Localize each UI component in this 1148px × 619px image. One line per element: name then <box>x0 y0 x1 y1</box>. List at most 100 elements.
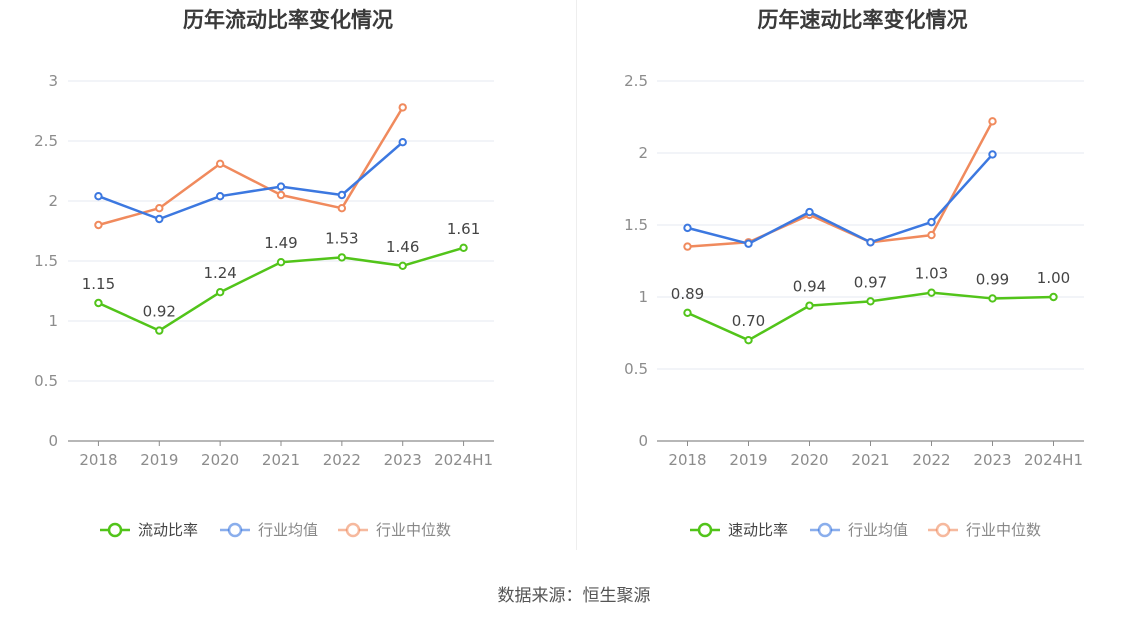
y-tick-label: 1.5 <box>34 252 58 270</box>
y-tick-label: 2.5 <box>624 72 648 90</box>
data-point <box>744 239 753 248</box>
x-tick-label: 2021 <box>262 451 300 469</box>
legend-item: 行业中位数 <box>928 521 1041 539</box>
legend-label: 流动比率 <box>138 521 198 539</box>
data-label: 1.00 <box>1037 269 1070 287</box>
data-point <box>215 288 225 297</box>
data-label: 1.61 <box>447 220 480 238</box>
data-point <box>744 336 753 345</box>
x-tick-label: 2018 <box>668 451 706 469</box>
data-label: 0.89 <box>671 285 704 303</box>
legend-marker <box>697 522 713 538</box>
legend-label: 行业中位数 <box>966 521 1041 539</box>
y-tick-label: 0 <box>48 432 58 450</box>
x-tick-label: 2024H1 <box>1024 451 1083 469</box>
x-tick-label: 2018 <box>79 451 117 469</box>
data-point <box>1049 292 1058 302</box>
legend-label: 行业均值 <box>258 521 318 539</box>
current-ratio-chart: 0 0.5 1 1.5 2 2.5 3 2018 2019 2020 2021 2022 2023 202… <box>34 72 494 539</box>
legend-marker <box>817 522 833 538</box>
data-point <box>988 294 997 303</box>
data-label: 0.97 <box>854 273 887 291</box>
data-point <box>866 238 875 247</box>
data-point <box>215 192 225 201</box>
legend-item: 速动比率 <box>690 521 788 539</box>
y-tick-label: 2 <box>48 192 58 210</box>
data-point <box>683 223 692 233</box>
data-source-note: 数据来源：恒生聚源 <box>497 586 651 606</box>
data-point <box>276 190 286 200</box>
legend-marker <box>227 522 243 538</box>
quick-ratio-chart: 0 0.5 1 1.5 2 2.5 2018 2019 2020 2021 2022 2023 2024… <box>624 72 1084 539</box>
data-point <box>398 138 407 147</box>
data-point <box>94 192 103 201</box>
series-line-1 <box>97 141 404 221</box>
series-line-1 <box>687 153 994 245</box>
legend-label: 行业中位数 <box>376 521 451 539</box>
y-tick-label: 1 <box>48 312 58 330</box>
data-label: 1.03 <box>915 265 948 283</box>
data-point <box>398 261 407 270</box>
data-label: 1.53 <box>325 229 358 247</box>
x-tick-label: 2022 <box>323 451 361 469</box>
x-tick-label: 2023 <box>973 451 1011 469</box>
data-point <box>459 243 468 253</box>
data-point <box>276 258 286 267</box>
data-point <box>215 159 225 169</box>
data-point <box>337 204 347 213</box>
data-point <box>276 182 286 191</box>
data-point <box>155 326 164 335</box>
legend-marker <box>935 522 951 538</box>
x-tick-label: 2019 <box>729 451 767 469</box>
x-tick-label: 2020 <box>201 451 239 469</box>
legend-marker <box>345 522 361 538</box>
data-label: 1.49 <box>264 234 297 252</box>
chart-title: 历年流动比率变化情况 <box>183 8 393 32</box>
panel-divider <box>576 0 577 550</box>
data-point <box>155 204 164 213</box>
data-point <box>94 298 103 308</box>
x-tick-label: 2024H1 <box>434 451 493 469</box>
data-point <box>337 253 347 262</box>
data-label: 0.99 <box>976 270 1009 288</box>
data-point <box>988 150 997 159</box>
x-tick-label: 2019 <box>140 451 178 469</box>
chart-panel-current-ratio: 历年流动比率变化情况 0 0.5 1 1.5 2 2.5 3 2018 2019 2020 2021… <box>0 0 576 560</box>
series-line-2 <box>687 120 994 248</box>
y-tick-label: 3 <box>48 72 58 90</box>
data-point <box>927 217 936 227</box>
data-point <box>398 103 407 112</box>
series-line-2 <box>98 106 404 227</box>
y-tick-label: 0.5 <box>34 372 58 390</box>
chart-panel-quick-ratio: 历年速动比率变化情况 0 0.5 1 1.5 2 2.5 2018 2019 2020 2021 2… <box>577 0 1148 560</box>
legend-marker <box>107 522 123 538</box>
data-point <box>683 242 692 251</box>
data-label: 1.24 <box>203 264 236 282</box>
legend-label: 行业均值 <box>848 521 908 539</box>
y-tick-label: 1 <box>638 288 648 306</box>
data-label: 0.70 <box>732 312 765 330</box>
data-point <box>805 301 814 310</box>
data-point <box>155 214 164 224</box>
legend-label: 速动比率 <box>728 521 788 539</box>
chart-title: 历年速动比率变化情况 <box>757 8 968 32</box>
x-tick-label: 2020 <box>790 451 828 469</box>
data-point <box>94 220 103 230</box>
x-tick-label: 2022 <box>912 451 950 469</box>
x-tick-label: 2023 <box>384 451 422 469</box>
y-tick-label: 1.5 <box>624 216 648 234</box>
x-tick-label: 2021 <box>851 451 889 469</box>
data-label: 1.15 <box>82 275 115 293</box>
y-tick-label: 0 <box>638 432 648 450</box>
legend-item: 行业均值 <box>810 521 908 539</box>
data-label: 0.92 <box>143 303 176 321</box>
legend-item: 行业中位数 <box>338 521 451 539</box>
data-point <box>927 230 936 240</box>
data-point <box>866 297 875 306</box>
legend-item: 行业均值 <box>220 521 318 539</box>
legend-item: 流动比率 <box>100 521 198 539</box>
data-label: 0.94 <box>793 278 826 296</box>
y-tick-label: 0.5 <box>624 360 648 378</box>
data-point <box>337 190 347 200</box>
data-label: 1.46 <box>386 238 419 256</box>
